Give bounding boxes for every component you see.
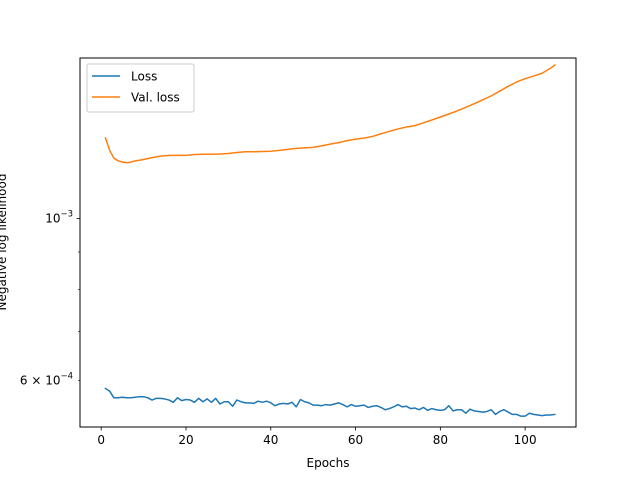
x-tick-label: 100 (514, 433, 537, 447)
y-axis-label: Negative log likelihood (0, 174, 9, 311)
series-line-loss (104, 387, 556, 417)
x-axis-label: Epochs (307, 456, 350, 470)
x-tick-label: 0 (97, 433, 105, 447)
series-layer (104, 63, 556, 417)
y-tick-label: 10−3 (45, 210, 73, 226)
axes-frame (79, 57, 577, 428)
legend-entry-label: Loss (131, 70, 157, 84)
y-axis: 10−3 6 × 10−4 (20, 210, 80, 387)
y-tick-label: 6 × 10−4 (20, 371, 73, 387)
series-line-val-loss (104, 63, 556, 164)
x-tick-label: 20 (178, 433, 193, 447)
x-tick-label: 40 (263, 433, 278, 447)
x-tick-label: 60 (348, 433, 363, 447)
x-tick-label: 80 (433, 433, 448, 447)
legend-entry-label: Val. loss (131, 91, 180, 105)
x-axis: 0 20 40 60 80 100 (97, 427, 537, 447)
legend: Loss Val. loss (86, 63, 195, 113)
